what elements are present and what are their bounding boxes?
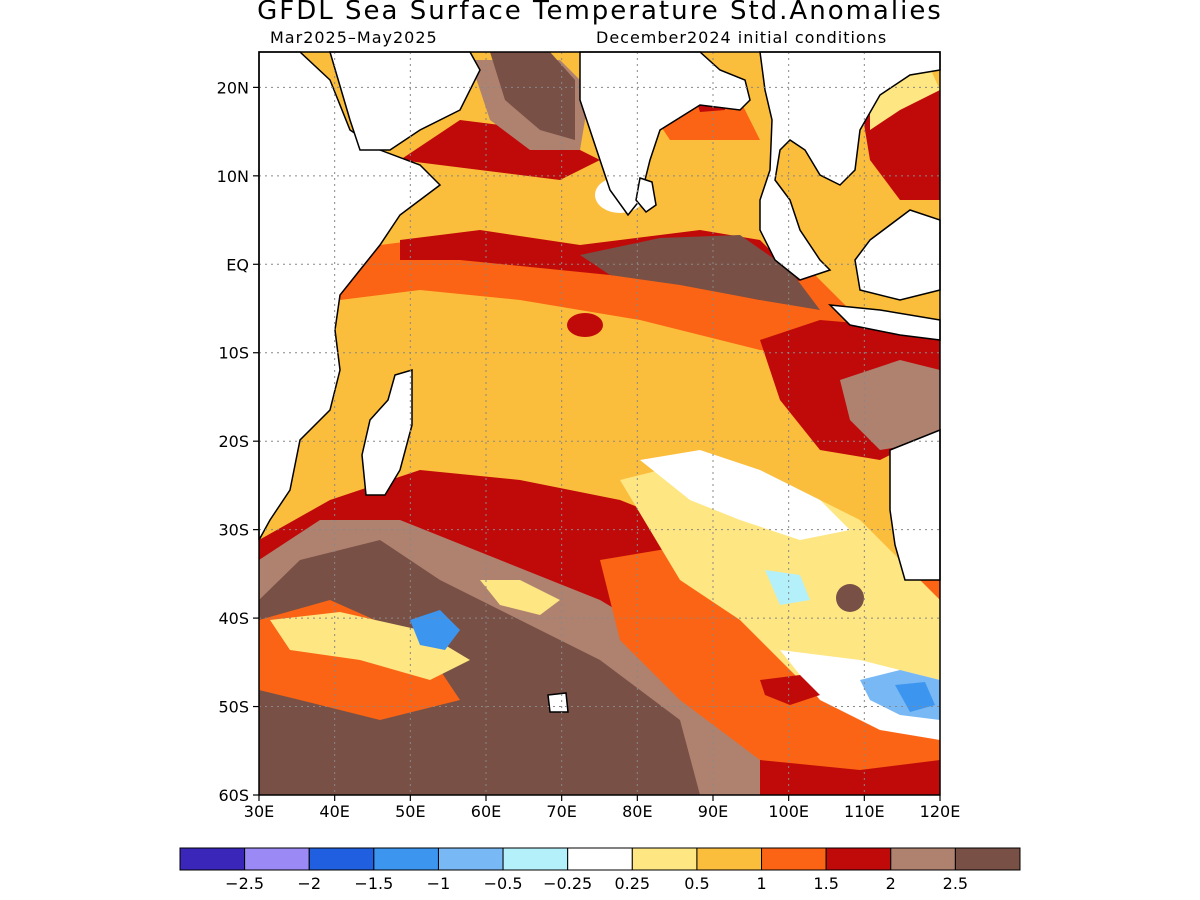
anomaly-contour bbox=[765, 570, 810, 605]
anomaly-contour bbox=[640, 450, 850, 540]
colorbar-label: −0.25 bbox=[543, 874, 592, 893]
colorbar-swatch bbox=[954, 847, 1021, 871]
lat-tick-label: 60S bbox=[218, 786, 249, 805]
anomaly-contour bbox=[840, 360, 940, 450]
lat-tick-label: 10S bbox=[218, 344, 249, 363]
colorbar-swatch bbox=[890, 847, 956, 871]
lon-tick-label: 30E bbox=[244, 802, 274, 821]
anomaly-contour bbox=[580, 235, 820, 310]
colorbar: −2.5 −2 −1.5 −1 −0.5 −0.25 0.25 0.5 1 1.5 2 2.5 bbox=[179, 847, 1021, 893]
longitude-axis: 30E 40E 50E 60E 70E 80E 90E 100E 110E 120E bbox=[244, 795, 961, 821]
anomaly-contour bbox=[259, 540, 700, 795]
colorbar-label: −2.5 bbox=[225, 874, 264, 893]
colorbar-swatch bbox=[179, 847, 246, 871]
lon-tick-label: 90E bbox=[698, 802, 728, 821]
colorbar-swatch bbox=[696, 847, 763, 871]
colorbar-label: −1.5 bbox=[354, 874, 393, 893]
anomaly-contour bbox=[760, 675, 820, 705]
colorbar-swatch bbox=[631, 847, 698, 871]
lon-tick-label: 80E bbox=[622, 802, 652, 821]
latitude-axis: 20N 10N EQ 10S 20S 30S 40S 50S 60S bbox=[217, 78, 259, 805]
map-title: GFDL Sea Surface Temperature Std.Anomali… bbox=[257, 0, 943, 26]
se-asia-coastline bbox=[759, 51, 941, 281]
lat-tick-label: 20S bbox=[218, 432, 249, 451]
colorbar-swatch bbox=[502, 847, 569, 871]
colorbar-swatch bbox=[244, 847, 310, 871]
colorbar-swatch bbox=[761, 847, 827, 871]
anomaly-contour bbox=[895, 682, 935, 712]
colorbar-label: 0.5 bbox=[684, 874, 709, 893]
forecast-period: Mar2025–May2025 bbox=[270, 28, 438, 47]
colorbar-swatch bbox=[373, 847, 439, 871]
colorbar-label: 1.5 bbox=[813, 874, 838, 893]
anomaly-contour bbox=[836, 584, 864, 612]
anomaly-contour bbox=[270, 612, 470, 680]
colorbar-label: 0.25 bbox=[614, 874, 650, 893]
borneo-coastline bbox=[854, 209, 941, 301]
sri-lanka bbox=[635, 177, 657, 214]
colorbar-swatch bbox=[567, 847, 633, 871]
lon-tick-label: 100E bbox=[768, 802, 809, 821]
colorbar-swatch bbox=[308, 847, 375, 871]
anomaly-contour bbox=[410, 610, 460, 650]
colorbar-label: −2 bbox=[297, 874, 321, 893]
colorbar-label: −1 bbox=[427, 874, 451, 893]
lat-tick-label: 20N bbox=[217, 78, 249, 97]
land bbox=[258, 51, 941, 713]
lon-tick-label: 110E bbox=[844, 802, 885, 821]
initial-conditions: December2024 initial conditions bbox=[596, 28, 888, 47]
colorbar-label: 2.5 bbox=[943, 874, 968, 893]
anomaly-contour bbox=[490, 52, 575, 140]
arabia-coastline bbox=[328, 51, 481, 151]
colorbar-swatch bbox=[825, 847, 892, 871]
colorbar-label: −0.5 bbox=[484, 874, 523, 893]
colorbar-label: 2 bbox=[886, 874, 896, 893]
map-frame bbox=[258, 51, 941, 796]
lat-tick-label: EQ bbox=[226, 255, 249, 274]
graticule bbox=[259, 52, 940, 795]
anomaly-contour bbox=[567, 313, 603, 337]
colorbar-swatch bbox=[437, 847, 504, 871]
lon-tick-label: 50E bbox=[395, 802, 425, 821]
madagascar-coastline bbox=[361, 368, 413, 496]
lat-tick-label: 50S bbox=[218, 698, 249, 717]
lon-tick-label: 120E bbox=[920, 802, 961, 821]
lon-tick-label: 40E bbox=[319, 802, 349, 821]
anomaly-contour bbox=[480, 580, 560, 615]
colorbar-label: 1 bbox=[756, 874, 766, 893]
lat-tick-label: 30S bbox=[218, 521, 249, 540]
india-coastline bbox=[579, 51, 751, 217]
lon-tick-label: 70E bbox=[546, 802, 576, 821]
kerguelen-island bbox=[547, 692, 569, 713]
lon-tick-label: 60E bbox=[471, 802, 501, 821]
lat-tick-label: 10N bbox=[217, 167, 249, 186]
lat-tick-label: 40S bbox=[218, 609, 249, 628]
